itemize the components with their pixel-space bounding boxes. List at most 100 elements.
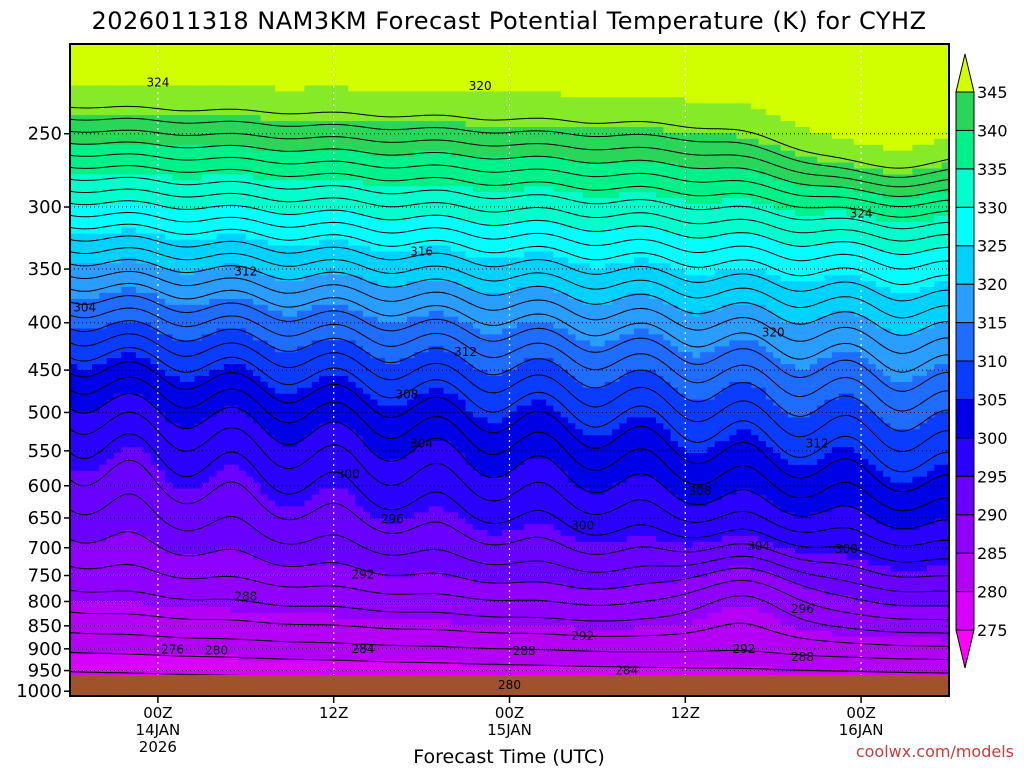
field-cell <box>201 453 210 460</box>
field-cell <box>392 636 401 644</box>
field-cell <box>253 530 261 537</box>
field-cell <box>135 595 144 602</box>
field-cell <box>128 322 137 330</box>
field-cell <box>172 530 181 537</box>
field-cell <box>377 352 386 359</box>
field-cell <box>348 441 357 448</box>
field-cell <box>385 275 393 282</box>
field-cell <box>333 168 342 175</box>
field-cell <box>289 500 298 507</box>
field-cell <box>70 630 78 638</box>
field-cell <box>114 304 122 312</box>
field-cell <box>209 601 218 608</box>
field-cell <box>157 292 166 300</box>
field-cell <box>297 204 305 211</box>
field-cell <box>84 648 93 656</box>
field-cell <box>392 524 401 531</box>
field-cell <box>135 423 144 430</box>
field-cell <box>92 204 100 211</box>
field-cell <box>121 49 130 57</box>
field-cell <box>223 595 232 602</box>
field-cell <box>392 458 401 466</box>
field-cell <box>377 204 386 211</box>
field-cell <box>172 571 181 578</box>
field-cell <box>275 156 283 164</box>
field-cell <box>70 49 78 57</box>
field-cell <box>363 541 371 549</box>
field-cell <box>319 150 327 158</box>
field-cell <box>297 530 305 537</box>
field-cell <box>333 251 342 258</box>
field-cell <box>114 364 122 371</box>
field-cell <box>92 215 100 223</box>
field-cell <box>179 304 188 312</box>
field-cell <box>319 281 327 288</box>
field-cell <box>245 571 254 578</box>
field-cell <box>150 654 159 661</box>
field-cell <box>92 642 100 650</box>
field-cell <box>209 198 218 205</box>
field-cell <box>135 512 144 519</box>
field-cell <box>209 109 218 116</box>
field-cell <box>114 49 122 57</box>
field-cell <box>135 370 144 377</box>
field-cell <box>223 67 232 75</box>
field-cell <box>121 399 130 407</box>
field-cell <box>84 304 93 312</box>
field-cell <box>326 636 335 644</box>
field-cell <box>179 618 188 626</box>
field-cell <box>282 322 291 330</box>
field-cell <box>385 174 393 181</box>
field-cell <box>399 263 408 270</box>
field-cell <box>267 115 276 122</box>
field-cell <box>201 494 210 501</box>
field-cell <box>187 210 196 217</box>
field-cell <box>245 553 254 561</box>
field-cell <box>77 334 86 341</box>
field-cell <box>282 150 291 158</box>
field-cell <box>385 411 393 418</box>
field-cell <box>304 85 313 92</box>
field-cell <box>128 263 137 270</box>
field-cell <box>363 328 371 335</box>
field-cell <box>106 316 115 324</box>
field-cell <box>297 79 305 87</box>
field-cell <box>289 192 298 199</box>
field-cell <box>99 624 108 632</box>
field-cell <box>231 541 239 549</box>
field-cell <box>348 536 357 543</box>
field-cell <box>216 393 225 401</box>
field-cell <box>231 269 239 276</box>
field-cell <box>231 73 239 81</box>
field-cell <box>370 257 379 264</box>
field-cell <box>363 156 371 164</box>
field-cell <box>282 269 291 276</box>
field-cell <box>114 482 122 490</box>
field-cell <box>179 559 188 567</box>
field-cell <box>92 500 100 507</box>
field-cell <box>297 618 305 626</box>
field-cell <box>311 352 320 359</box>
field-cell <box>289 660 298 667</box>
field-cell <box>194 577 203 584</box>
field-cell <box>99 150 108 158</box>
field-cell <box>319 417 327 424</box>
field-cell <box>223 364 232 371</box>
field-cell <box>106 281 115 288</box>
field-cell <box>201 642 210 650</box>
field-cell <box>128 536 137 543</box>
field-cell <box>165 257 174 264</box>
field-cell <box>238 121 247 128</box>
field-cell <box>377 257 386 264</box>
field-cell <box>267 494 276 501</box>
field-cell <box>165 488 174 495</box>
field-cell <box>275 601 283 608</box>
field-cell <box>106 618 115 626</box>
field-cell <box>348 210 357 217</box>
field-cell <box>209 583 218 590</box>
field-cell <box>253 316 261 324</box>
field-cell <box>223 162 232 169</box>
field-cell <box>297 494 305 501</box>
field-cell <box>363 346 371 353</box>
field-cell <box>319 127 327 134</box>
